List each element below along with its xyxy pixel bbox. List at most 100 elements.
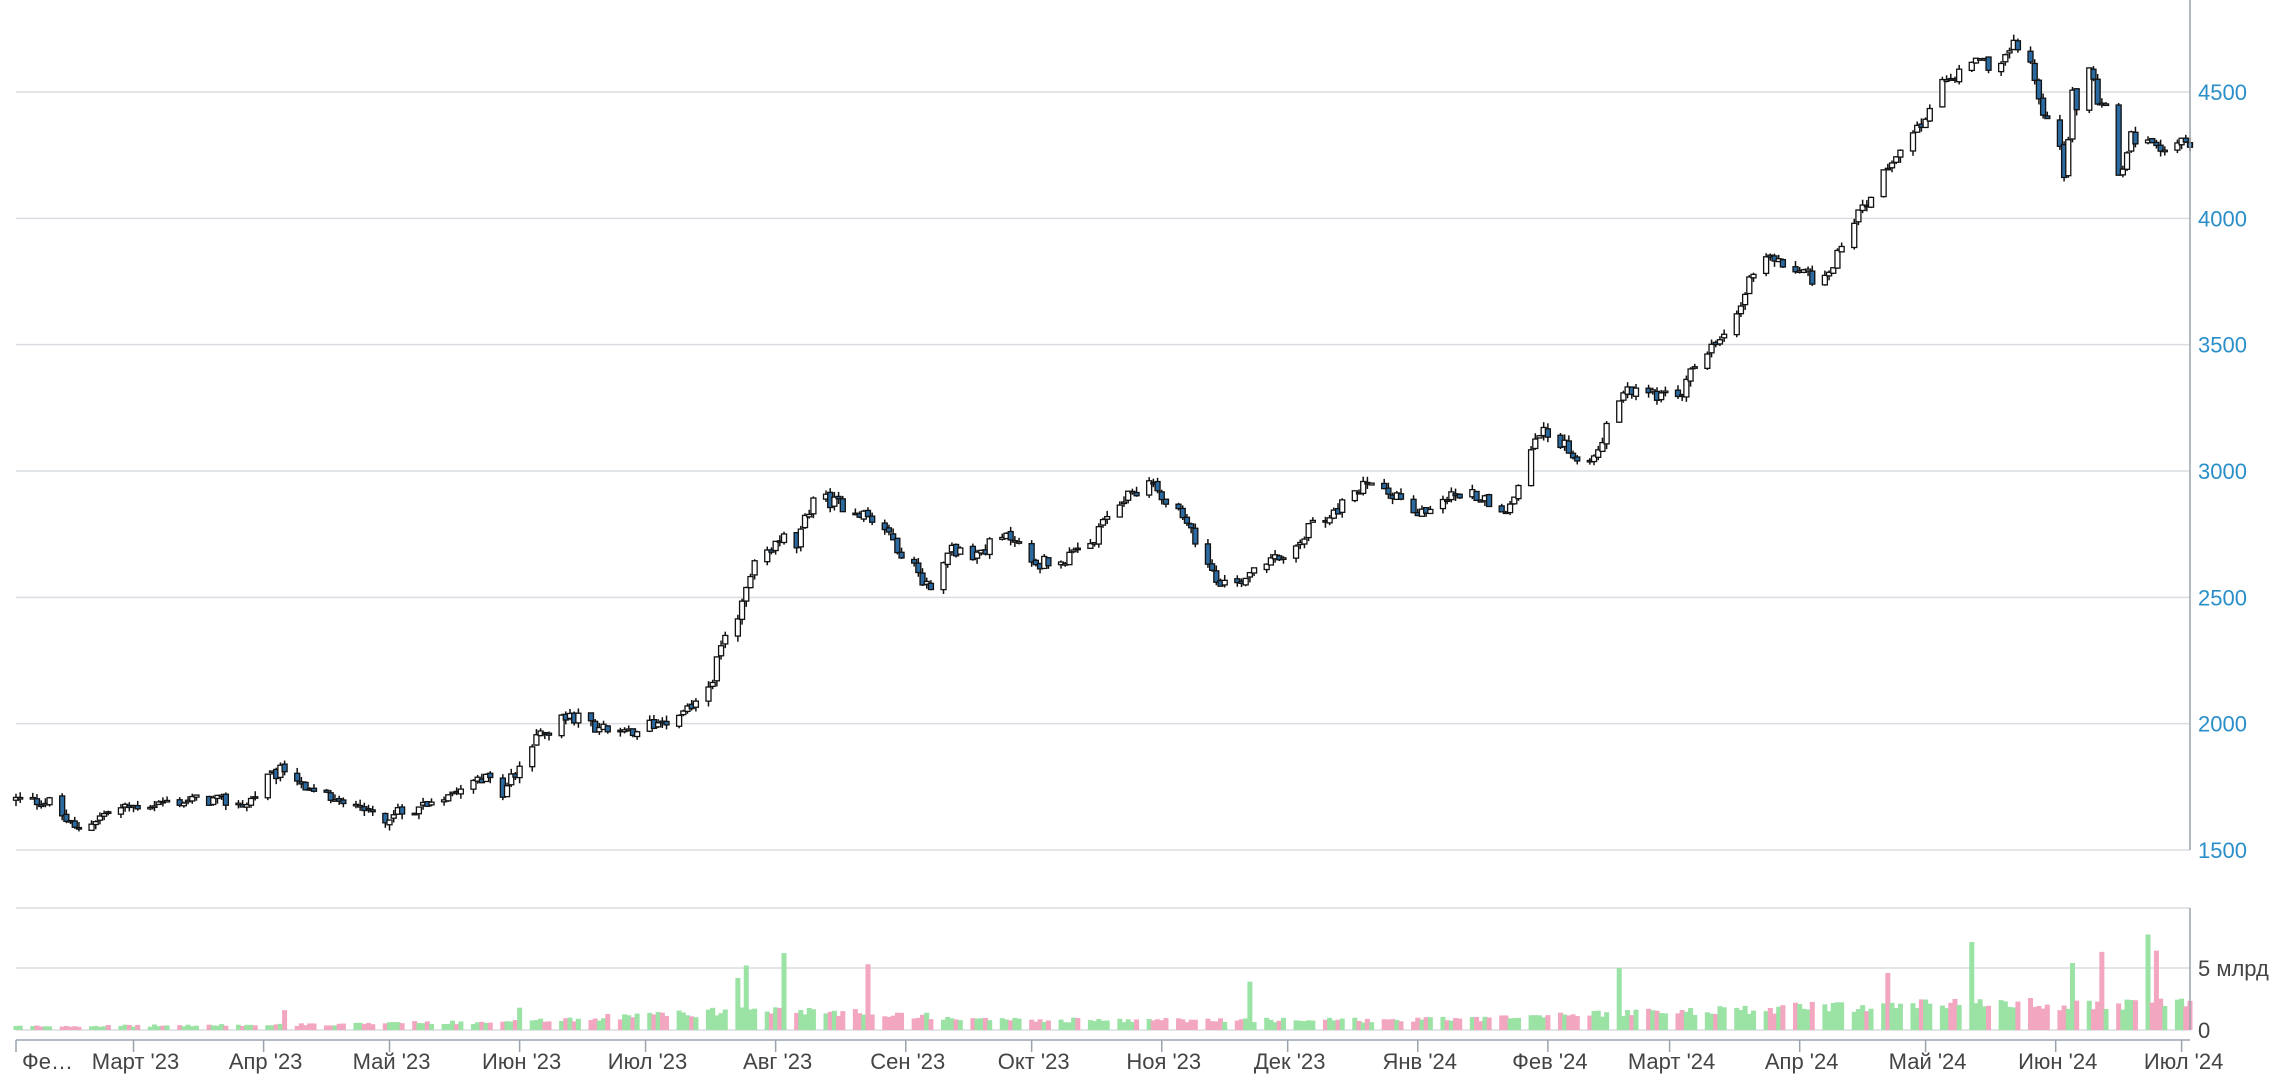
candle-body: [864, 509, 872, 518]
candle-body: [1834, 249, 1841, 269]
candle-body: [1351, 490, 1358, 502]
volume-bar: [324, 1025, 330, 1030]
volume-bar: [449, 1020, 455, 1030]
candle: [1309, 517, 1316, 523]
candle-body: [1305, 523, 1312, 539]
volume-bar: [1944, 1008, 1950, 1030]
candle: [780, 531, 788, 545]
candle-body: [575, 712, 582, 724]
price-tick-label: 4500: [2198, 80, 2247, 105]
volume-bar: [412, 1021, 418, 1030]
volume-bar: [899, 1012, 905, 1030]
candle-body: [1120, 501, 1128, 505]
candle-body: [2027, 50, 2034, 63]
candle: [210, 795, 217, 806]
volume-bar: [735, 977, 741, 1030]
candle-body: [2161, 149, 2168, 153]
candle: [71, 816, 78, 829]
volume-bar: [1129, 1022, 1135, 1030]
candle: [680, 709, 687, 717]
candle-body: [193, 794, 200, 798]
volume-bar: [1792, 1002, 1798, 1030]
candle: [1985, 56, 1992, 74]
candle-body: [797, 528, 804, 548]
volume-bar: [911, 1018, 917, 1030]
candle: [1263, 563, 1270, 574]
candle-body: [1385, 487, 1392, 495]
candle: [663, 715, 670, 730]
candle-body: [180, 802, 188, 807]
candle: [17, 792, 24, 803]
volume-bar: [987, 1020, 993, 1030]
candle: [915, 558, 922, 577]
volume-bar: [1797, 1004, 1803, 1030]
candle-body: [1603, 422, 1610, 445]
candle-body: [801, 514, 809, 529]
candle-body: [1590, 455, 1598, 463]
candle-body: [151, 805, 158, 808]
volume-bar: [1360, 1022, 1366, 1030]
candle: [1687, 367, 1694, 387]
volume-bar: [1335, 1019, 1341, 1030]
volume-bar: [282, 1010, 288, 1030]
volume-bar: [1885, 972, 1891, 1030]
candle-body: [558, 714, 565, 737]
volume-bar: [978, 1018, 984, 1030]
volume-bar: [1016, 1018, 1022, 1030]
volume-bar: [487, 1022, 493, 1030]
candle: [1880, 169, 1887, 198]
volume-bar: [588, 1020, 594, 1030]
candle: [516, 761, 523, 784]
candle: [713, 656, 721, 687]
volume-bar: [1763, 1011, 1769, 1030]
candle: [1603, 421, 1610, 450]
candle-body: [17, 796, 24, 800]
candle: [457, 784, 465, 799]
candle-body: [2035, 79, 2043, 100]
candle-body: [1595, 449, 1602, 458]
volume-bar: [1503, 1015, 1509, 1030]
volume-bar: [1205, 1018, 1211, 1030]
volume-bar: [836, 1015, 842, 1030]
volume-bar: [840, 1011, 846, 1030]
candle-body: [235, 802, 242, 806]
candle-body: [1867, 196, 1875, 208]
candle-body: [264, 773, 271, 799]
candle: [709, 679, 716, 690]
volume-bar: [387, 1022, 393, 1030]
candle: [1867, 196, 1875, 209]
volume-bar: [332, 1025, 338, 1030]
candle: [1175, 502, 1182, 511]
volume-bar: [1163, 1018, 1169, 1030]
volume-bar: [1826, 1011, 1832, 1030]
volume-bar: [529, 1020, 535, 1030]
price-tick-label: 3500: [2198, 333, 2247, 358]
volume-bar: [831, 1010, 837, 1030]
volume-bar: [156, 1026, 162, 1030]
candle: [1922, 117, 1929, 129]
candle-body: [2157, 144, 2164, 152]
candle-body: [1070, 549, 1077, 553]
candle: [806, 509, 813, 519]
candle-body: [1339, 499, 1346, 513]
candle-body: [717, 645, 725, 657]
candle-body: [75, 826, 83, 830]
candle-body: [445, 794, 452, 802]
volume-bar: [941, 1019, 947, 1030]
candle-body: [1301, 538, 1308, 545]
volume-bar: [928, 1019, 934, 1030]
candle-body: [810, 497, 817, 515]
volume-bar: [1411, 1021, 1417, 1030]
candle-body: [1208, 563, 1216, 571]
candle: [382, 812, 389, 828]
candle-body: [1779, 259, 1787, 268]
volume-bar: [1969, 941, 1975, 1030]
candle: [1095, 523, 1102, 548]
volume-bar: [1918, 999, 1924, 1030]
volume-bar: [1448, 1020, 1454, 1030]
candle-body: [663, 720, 670, 726]
volume-bar: [533, 1020, 539, 1030]
volume-bar: [311, 1023, 317, 1030]
volume-bar: [1939, 1005, 1945, 1030]
